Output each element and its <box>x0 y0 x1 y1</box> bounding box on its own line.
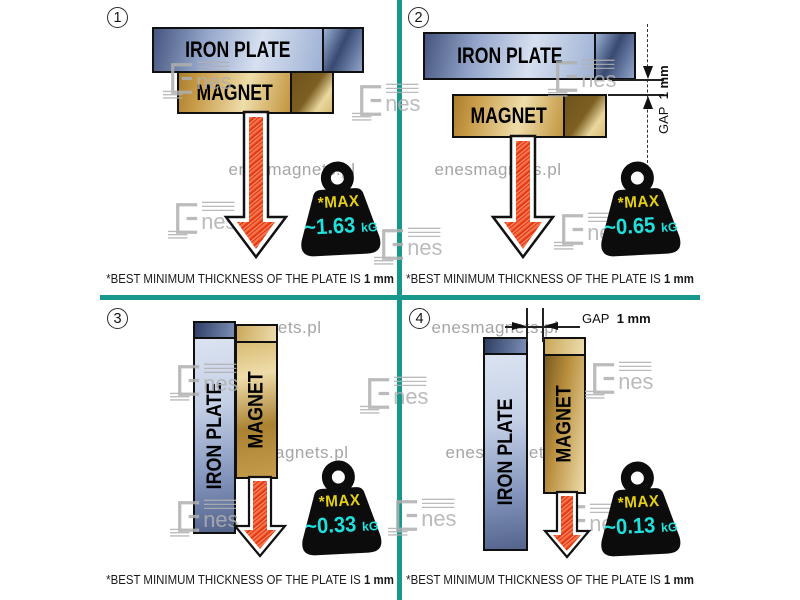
caption-bold: 1 mm <box>663 572 694 587</box>
caption-panel-4: *BEST MINIMUM THICKNESS OF THE PLATE IS … <box>406 572 694 587</box>
panel-3-number: 3 <box>107 308 128 329</box>
panel-number-label: 3 <box>113 310 122 327</box>
weight-panel-2: *MAX ~0.65 kG <box>594 159 685 259</box>
max-pull-value: ~0.33 <box>304 511 358 539</box>
enes-logo-watermark <box>388 495 456 536</box>
gap-text: GAP <box>582 311 610 326</box>
magnet-label: MAGNET <box>552 385 576 463</box>
weight-panel-4: *MAX ~0.13 kG <box>594 459 685 559</box>
pull-arrow-panel-3 <box>232 475 288 558</box>
kg-unit: kG <box>660 520 679 535</box>
gap-label-panel-2: GAP 1 mm <box>656 65 671 134</box>
enes-logo-watermark <box>360 373 428 414</box>
panel-2-number: 2 <box>408 7 429 28</box>
enes-logo-watermark <box>548 56 616 97</box>
caption-text: *BEST MINIMUM THICKNESS OF THE PLATE IS <box>406 572 661 587</box>
iron-plate-end-cap <box>485 339 526 355</box>
max-pull-value: ~1.63 <box>303 212 357 240</box>
dimension-tick <box>612 79 664 81</box>
weight-panel-3: *MAX ~0.33 kG <box>295 458 386 558</box>
caption-panel-1: *BEST MINIMUM THICKNESS OF THE PLATE IS … <box>106 271 394 286</box>
iron-plate-panel-4: IRON PLATE <box>483 337 528 551</box>
horizontal-divider <box>100 295 700 300</box>
dimension-arrow-up <box>643 96 653 109</box>
caption-text: *BEST MINIMUM THICKNESS OF THE PLATE IS <box>106 271 361 286</box>
dimension-extension <box>526 308 528 342</box>
panel-number-label: 2 <box>414 9 423 26</box>
caption-text: *BEST MINIMUM THICKNESS OF THE PLATE IS <box>106 572 361 587</box>
enes-logo-watermark <box>163 58 231 99</box>
panel-number-label: 1 <box>113 9 122 26</box>
enes-logo-watermark <box>374 224 442 265</box>
max-pull-value: ~0.13 <box>603 512 657 540</box>
kg-unit: kG <box>360 220 379 235</box>
dimension-extension <box>542 308 544 342</box>
caption-bold: 1 mm <box>363 572 394 587</box>
magnet-panel-3: MAGNET <box>235 324 278 479</box>
kg-unit: kG <box>361 519 380 534</box>
iron-plate-label: IRON PLATE <box>185 37 291 62</box>
caption-panel-3: *BEST MINIMUM THICKNESS OF THE PLATE IS … <box>106 572 394 587</box>
caption-bold: 1 mm <box>663 271 694 286</box>
pull-arrow-panel-2 <box>490 134 556 260</box>
pull-arrow-panel-4 <box>542 490 592 559</box>
dimension-arrow-left <box>544 322 558 330</box>
enes-logo-watermark <box>585 358 653 399</box>
magnet-panel-2: MAGNET <box>452 94 607 138</box>
magnet-end-cap <box>290 73 332 112</box>
dimension-tick <box>608 94 664 96</box>
caption-text: *BEST MINIMUM THICKNESS OF THE PLATE IS <box>406 271 661 286</box>
magnet-panel-4: MAGNET <box>543 337 586 494</box>
magnet-end-cap <box>545 339 584 356</box>
gap-value: 1 mm <box>616 311 651 326</box>
kg-unit: kG <box>660 220 679 235</box>
vertical-divider <box>397 0 402 600</box>
caption-panel-2: *BEST MINIMUM THICKNESS OF THE PLATE IS … <box>406 271 694 286</box>
panel-4-number: 4 <box>409 308 430 329</box>
enes-logo-watermark <box>170 496 238 537</box>
gap-text: GAP <box>656 106 671 134</box>
magnet-label: MAGNET <box>244 371 268 449</box>
watermark-url: enesmagnets.pl <box>431 318 559 337</box>
enes-logo-watermark <box>352 80 420 121</box>
pull-arrow-panel-1 <box>223 110 289 260</box>
gap-label-panel-4: GAP 1 mm <box>582 311 651 326</box>
iron-plate-end-cap <box>322 29 362 71</box>
magnet-end-cap <box>237 326 276 343</box>
weight-panel-1: *MAX ~1.63 kG <box>294 159 385 259</box>
dimension-arrow-right <box>512 322 526 330</box>
enes-logo-watermark <box>170 360 238 401</box>
magnet-label: MAGNET <box>470 103 547 128</box>
magnet-end-cap <box>563 96 605 136</box>
iron-plate-label: IRON PLATE <box>493 398 517 506</box>
iron-plate-end-cap <box>195 323 234 339</box>
iron-plate-label: IRON PLATE <box>456 43 563 68</box>
dimension-arrow-down <box>643 66 653 79</box>
max-pull-value: ~0.65 <box>603 212 657 240</box>
gap-value: 1 mm <box>656 65 671 100</box>
iron-plate-panel-1: IRON PLATE <box>152 27 364 73</box>
caption-bold: 1 mm <box>363 271 394 286</box>
panel-number-label: 4 <box>415 310 424 327</box>
panel-1-number: 1 <box>107 7 128 28</box>
